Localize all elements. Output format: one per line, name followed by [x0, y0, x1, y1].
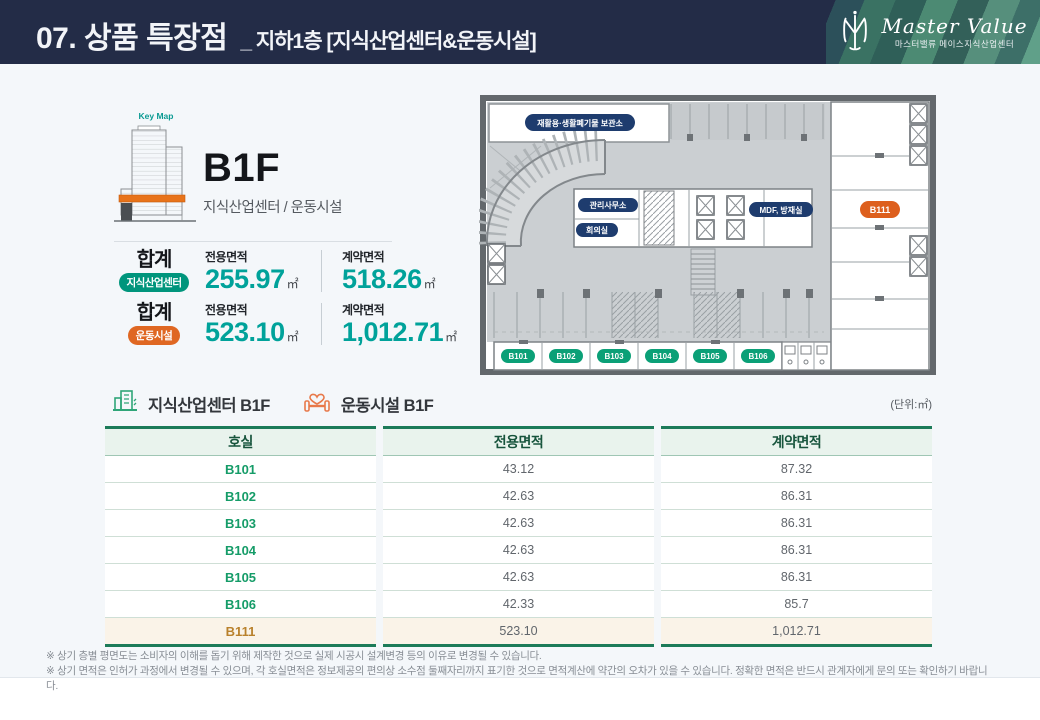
contract-area-value: 518.26 ㎡ — [342, 264, 436, 294]
table-cell-room: B105 — [105, 564, 376, 591]
contract-area-label: 계약면적 — [342, 303, 385, 317]
unit-note: (단위:㎡) — [890, 399, 932, 411]
total-label: 합계 — [136, 302, 173, 325]
table-cell-contract: 86.31 — [661, 537, 932, 564]
table-cell-exclusive: 42.33 — [383, 591, 654, 618]
category-badge: 지식산업센터 — [118, 273, 190, 293]
unit: ㎡ — [286, 277, 299, 291]
exclusive-area-label: 전용면적 — [205, 303, 248, 317]
legend-sports-label: 운동시설 B1F — [340, 396, 434, 415]
table-column-contract: 계약면적 87.32 86.31 86.31 86.31 86.31 85.7 1,012.… — [661, 426, 932, 647]
footnote-2: ※ 상기 면적은 인허가 과정에서 변경될 수 있으며, 각 호실면적은 정보제… — [46, 665, 988, 693]
unit: ㎡ — [445, 330, 457, 344]
table-cell-exclusive: 42.63 — [383, 483, 654, 510]
contract-area-group: 계약면적 518.26 ㎡ — [342, 248, 454, 295]
page-subtitle: _ 지하1층 [지식산업센터&운동시설] — [240, 30, 536, 53]
plan-unit-pills: B101 B102 B103 B104 B105 B106 — [501, 349, 775, 363]
table-cell-exclusive: 42.63 — [383, 564, 654, 591]
legend-knowledge-label: 지식산업센터 B1F — [148, 396, 270, 415]
page-title: 07. 상품 특장점 — [36, 22, 228, 55]
table-cell-exclusive: 523.10 — [383, 618, 654, 644]
plan-unit-b104: B104 — [652, 352, 672, 361]
header-titles: 07. 상품 특장점 _ 지하1층 [지식산업센터&운동시설] — [36, 22, 537, 55]
table-cell-contract: 85.7 — [661, 591, 932, 618]
exclusive-area-group: 전용면적 523.10 ㎡ — [205, 301, 317, 348]
table-cell-contract: 86.31 — [661, 564, 932, 591]
table-cell-room: B103 — [105, 510, 376, 537]
unit: ㎡ — [423, 277, 436, 291]
plan-unit-b102: B102 — [556, 352, 576, 361]
plan-label-b111: B111 — [870, 205, 891, 215]
footnote-1: ※ 상기 층별 평면도는 소비자의 이해를 돕기 위해 제작한 것으로 실제 시… — [46, 650, 542, 662]
plan-label-storage: 재활용·생활폐기물 보관소 — [537, 118, 623, 128]
floor-description: 지식산업센터 / 운동시설 — [203, 200, 343, 216]
table-column-room: 호실 B101 B102 B103 B104 B105 B106 B111 — [105, 426, 376, 647]
table-header-contract: 계약면적 — [661, 429, 932, 456]
table-header-exclusive: 전용면적 — [383, 429, 654, 456]
brand-subname: 마스터밸류 메이스지식산업센터 — [894, 38, 1015, 49]
header-bar: 07. 상품 특장점 _ 지하1층 [지식산업센터&운동시설] Master V… — [0, 0, 1040, 64]
table-cell-contract: 87.32 — [661, 456, 932, 483]
key-map: Key Map — [112, 111, 200, 234]
summary-category: 합계 운동시설 — [111, 302, 197, 346]
category-badge: 운동시설 — [127, 326, 181, 346]
fitness-icon — [302, 387, 332, 420]
plan-unit-b101: B101 — [508, 352, 528, 361]
table-cell-room: B102 — [105, 483, 376, 510]
divider — [114, 241, 392, 242]
summary-category: 합계 지식산업센터 — [111, 249, 197, 293]
plan-label-office: 관리사무소 — [590, 200, 627, 210]
vertical-divider — [321, 303, 322, 346]
plan-unit-b106: B106 — [748, 352, 768, 361]
table-header-room: 호실 — [105, 429, 376, 456]
summary-knowledge-center: 합계 지식산업센터 전용면적 255.97 ㎡ 계약면적 518.26 ㎡ — [111, 248, 454, 295]
monogram-icon — [838, 8, 872, 57]
contract-area-label: 계약면적 — [342, 250, 385, 264]
exclusive-area-value: 523.10 ㎡ — [205, 317, 299, 347]
table-cell-contract: 86.31 — [661, 483, 932, 510]
contract-area-group: 계약면적 1,012.71 ㎡ — [342, 301, 457, 348]
plan-unit-b105: B105 — [700, 352, 720, 361]
footnotes: ※ 상기 층별 평면도는 소비자의 이해를 돕기 위해 제작한 것으로 실제 시… — [46, 649, 996, 695]
brand-name: Master Value — [881, 13, 1028, 38]
building-icon — [111, 387, 139, 420]
brand-logo: Master Value 마스터밸류 메이스지식산업센터 — [826, 0, 1040, 64]
plan-labels: 재활용·생활폐기물 보관소 관리사무소 회의실 MDF, 방재실 B111 B1… — [501, 114, 900, 363]
floor-name: B1F — [203, 146, 281, 190]
table-cell-exclusive: 42.63 — [383, 537, 654, 564]
floor-heading: B1F 지식산업센터 / 운동시설 — [203, 146, 343, 217]
exclusive-area-label: 전용면적 — [205, 250, 248, 264]
contract-area-value: 1,012.71 ㎡ — [342, 317, 457, 347]
table-cell-room: B106 — [105, 591, 376, 618]
table-cell-exclusive: 43.12 — [383, 456, 654, 483]
vertical-divider — [321, 250, 322, 293]
summary-sports-facility: 합계 운동시설 전용면적 523.10 ㎡ 계약면적 1,012.71 ㎡ — [111, 301, 457, 348]
table-cell-room: B111 — [105, 618, 376, 644]
key-map-label: Key Map — [138, 111, 174, 121]
exclusive-area-value: 255.97 ㎡ — [205, 264, 299, 294]
table-cell-exclusive: 42.63 — [383, 510, 654, 537]
plan-label-mdf: MDF, 방재실 — [760, 205, 803, 215]
floor-plan: 재활용·생활폐기물 보관소 관리사무소 회의실 MDF, 방재실 B111 B1… — [479, 94, 937, 376]
plan-unit-b103: B103 — [604, 352, 624, 361]
legend: 지식산업센터 B1F 운동시설 B1F — [111, 387, 434, 420]
table-column-exclusive: 전용면적 43.12 42.63 42.63 42.63 42.63 42.33 523.1… — [383, 426, 654, 647]
logo-text: Master Value 마스터밸류 메이스지식산업센터 — [881, 16, 1027, 49]
building-elevation-drawing — [114, 125, 196, 222]
unit: ㎡ — [286, 330, 299, 344]
exclusive-area-group: 전용면적 255.97 ㎡ — [205, 248, 317, 295]
table-cell-contract: 1,012.71 — [661, 618, 932, 644]
total-label: 합계 — [136, 249, 173, 272]
table-cell-contract: 86.31 — [661, 510, 932, 537]
table-cell-room: B101 — [105, 456, 376, 483]
plan-label-meeting: 회의실 — [586, 225, 608, 235]
table-cell-room: B104 — [105, 537, 376, 564]
area-table: 호실 B101 B102 B103 B104 B105 B106 B111 전용면적 43.… — [105, 426, 932, 647]
